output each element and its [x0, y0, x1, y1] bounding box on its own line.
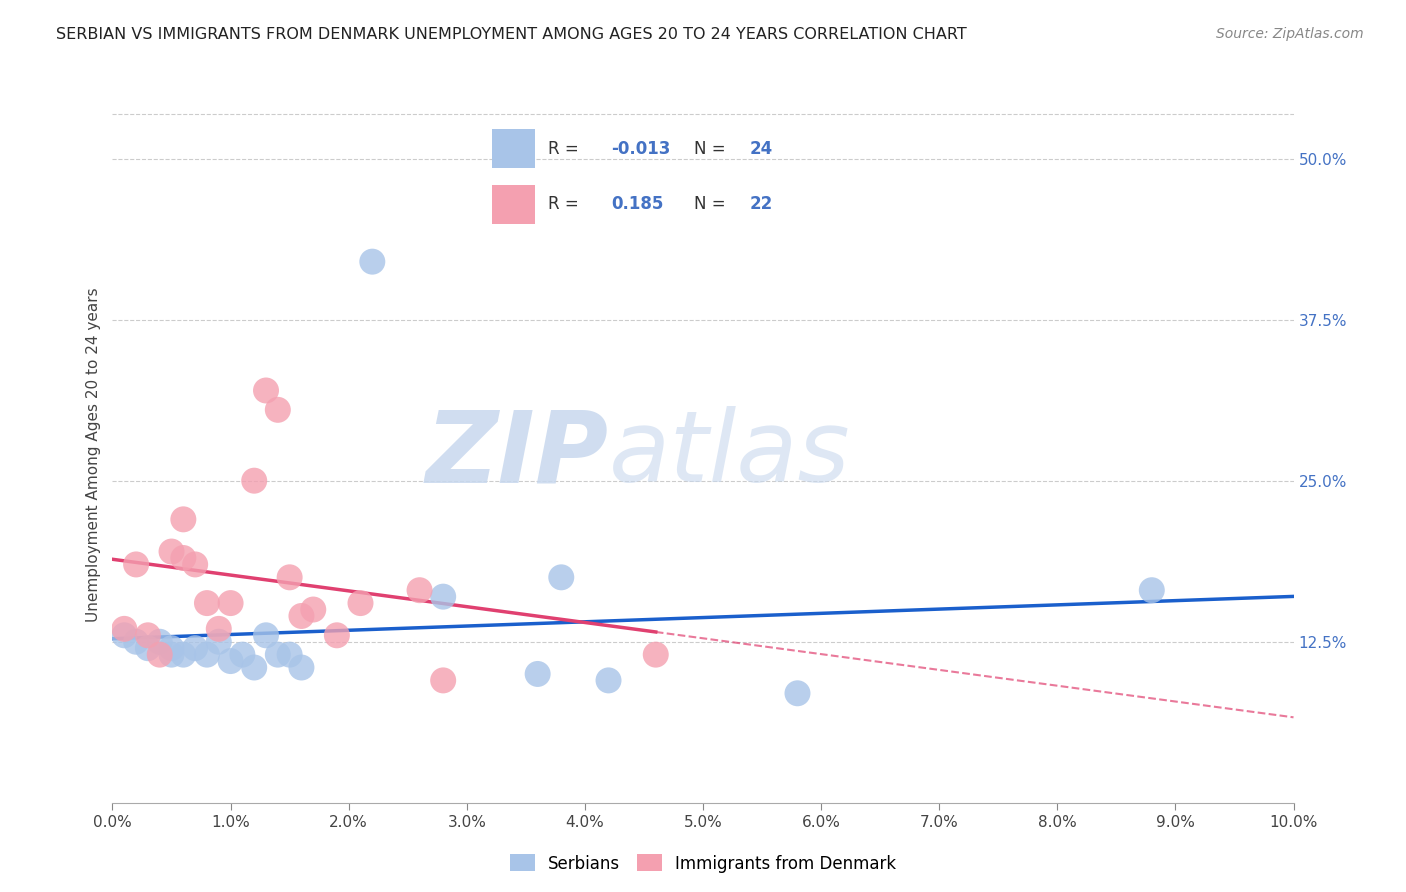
Point	[254, 628, 277, 642]
Point	[526, 667, 548, 681]
Point	[243, 474, 266, 488]
Point	[125, 558, 148, 572]
Text: N =: N =	[693, 140, 731, 158]
Text: Source: ZipAtlas.com: Source: ZipAtlas.com	[1216, 27, 1364, 41]
Point	[172, 648, 194, 662]
Point	[149, 634, 172, 648]
Text: -0.013: -0.013	[610, 140, 671, 158]
Text: 22: 22	[749, 195, 773, 213]
Point	[644, 648, 666, 662]
Point	[243, 660, 266, 674]
Point	[160, 648, 183, 662]
Point	[432, 673, 454, 688]
Point	[219, 596, 242, 610]
Point	[1140, 583, 1163, 598]
Point	[208, 634, 231, 648]
Point	[432, 590, 454, 604]
Point	[278, 570, 301, 584]
Point	[172, 512, 194, 526]
Text: SERBIAN VS IMMIGRANTS FROM DENMARK UNEMPLOYMENT AMONG AGES 20 TO 24 YEARS CORREL: SERBIAN VS IMMIGRANTS FROM DENMARK UNEMP…	[56, 27, 967, 42]
Text: 24: 24	[749, 140, 773, 158]
Point	[550, 570, 572, 584]
Point	[267, 402, 290, 417]
Point	[408, 583, 430, 598]
Point	[136, 628, 159, 642]
Point	[149, 648, 172, 662]
Point	[786, 686, 808, 700]
Point	[290, 660, 312, 674]
Text: R =: R =	[548, 195, 583, 213]
Y-axis label: Unemployment Among Ages 20 to 24 years: Unemployment Among Ages 20 to 24 years	[86, 287, 101, 623]
Point	[231, 648, 253, 662]
Point	[361, 254, 384, 268]
Text: 0.185: 0.185	[610, 195, 664, 213]
Point	[349, 596, 371, 610]
Text: ZIP: ZIP	[426, 407, 609, 503]
Point	[136, 641, 159, 656]
Point	[302, 602, 325, 616]
Bar	[492, 129, 534, 169]
Bar	[492, 185, 534, 224]
Text: N =: N =	[693, 195, 731, 213]
Point	[160, 641, 183, 656]
Point	[290, 609, 312, 624]
Point	[208, 622, 231, 636]
Text: R =: R =	[548, 140, 583, 158]
Point	[195, 648, 218, 662]
Point	[326, 628, 349, 642]
Point	[219, 654, 242, 668]
Point	[184, 558, 207, 572]
Point	[112, 622, 135, 636]
Text: atlas: atlas	[609, 407, 851, 503]
Point	[172, 551, 194, 566]
Point	[112, 628, 135, 642]
Point	[254, 384, 277, 398]
Point	[278, 648, 301, 662]
Point	[184, 641, 207, 656]
Legend: Serbians, Immigrants from Denmark: Serbians, Immigrants from Denmark	[503, 847, 903, 880]
Point	[267, 648, 290, 662]
Point	[195, 596, 218, 610]
Point	[598, 673, 620, 688]
Point	[125, 634, 148, 648]
Point	[160, 544, 183, 558]
